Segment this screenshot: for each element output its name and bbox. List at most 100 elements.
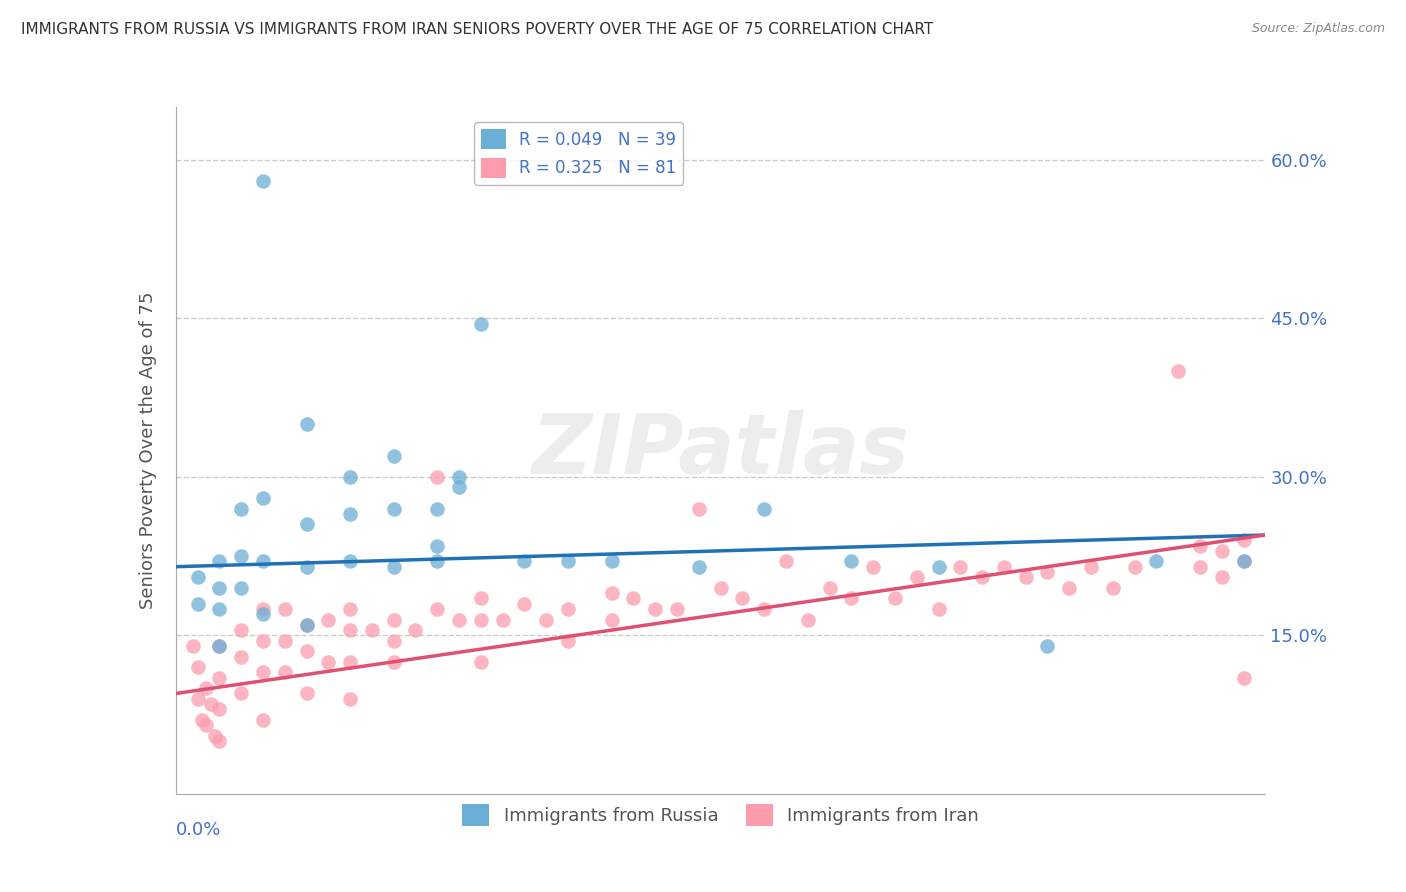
Point: [557, 554, 579, 568]
Point: [1211, 570, 1233, 584]
Point: [534, 613, 557, 627]
Point: [710, 581, 733, 595]
Text: IMMIGRANTS FROM RUSSIA VS IMMIGRANTS FROM IRAN SENIORS POVERTY OVER THE AGE OF 7: IMMIGRANTS FROM RUSSIA VS IMMIGRANTS FRO…: [21, 22, 934, 37]
Point: [928, 559, 950, 574]
Point: [274, 633, 297, 648]
Point: [447, 480, 470, 494]
Point: [1232, 533, 1256, 548]
Point: [208, 639, 231, 653]
Point: [426, 470, 449, 484]
Point: [1232, 671, 1256, 685]
Point: [621, 591, 644, 606]
Point: [841, 591, 863, 606]
Point: [231, 623, 253, 637]
Point: [231, 501, 253, 516]
Point: [1144, 554, 1167, 568]
Point: [1232, 554, 1256, 568]
Point: [862, 559, 884, 574]
Point: [274, 602, 297, 616]
Point: [208, 702, 231, 716]
Point: [252, 607, 274, 622]
Point: [186, 597, 209, 611]
Point: [382, 501, 405, 516]
Point: [382, 449, 405, 463]
Text: 0.0%: 0.0%: [176, 822, 221, 839]
Point: [295, 686, 318, 700]
Point: [1189, 539, 1212, 553]
Point: [492, 613, 515, 627]
Point: [339, 602, 361, 616]
Point: [208, 602, 231, 616]
Point: [688, 501, 710, 516]
Point: [928, 602, 950, 616]
Point: [208, 734, 231, 748]
Point: [754, 501, 776, 516]
Point: [339, 554, 361, 568]
Point: [470, 317, 492, 331]
Point: [447, 613, 470, 627]
Point: [557, 633, 579, 648]
Point: [231, 549, 253, 563]
Point: [252, 633, 274, 648]
Point: [360, 623, 382, 637]
Point: [1189, 559, 1212, 574]
Point: [295, 617, 318, 632]
Point: [513, 597, 536, 611]
Point: [1015, 570, 1038, 584]
Point: [775, 554, 797, 568]
Point: [295, 559, 318, 574]
Point: [644, 602, 666, 616]
Point: [339, 623, 361, 637]
Point: [191, 713, 214, 727]
Point: [382, 633, 405, 648]
Point: [818, 581, 841, 595]
Point: [252, 491, 274, 505]
Point: [426, 602, 449, 616]
Point: [208, 671, 231, 685]
Point: [600, 613, 623, 627]
Point: [426, 539, 449, 553]
Text: Source: ZipAtlas.com: Source: ZipAtlas.com: [1251, 22, 1385, 36]
Point: [426, 501, 449, 516]
Point: [447, 470, 470, 484]
Point: [204, 729, 226, 743]
Point: [949, 559, 972, 574]
Point: [252, 174, 274, 188]
Point: [252, 602, 274, 616]
Point: [1036, 639, 1059, 653]
Point: [231, 686, 253, 700]
Point: [993, 559, 1015, 574]
Point: [1080, 559, 1102, 574]
Point: [186, 570, 209, 584]
Point: [382, 559, 405, 574]
Point: [318, 655, 340, 669]
Point: [1167, 364, 1189, 378]
Point: [426, 554, 449, 568]
Point: [208, 581, 231, 595]
Point: [231, 581, 253, 595]
Point: [1211, 544, 1233, 558]
Point: [796, 613, 818, 627]
Point: [1232, 554, 1256, 568]
Point: [186, 660, 209, 674]
Point: [186, 691, 209, 706]
Point: [318, 613, 340, 627]
Point: [557, 602, 579, 616]
Point: [1057, 581, 1080, 595]
Point: [382, 655, 405, 669]
Point: [513, 554, 536, 568]
Point: [252, 665, 274, 680]
Point: [754, 602, 776, 616]
Point: [200, 697, 222, 711]
Point: [339, 470, 361, 484]
Point: [252, 554, 274, 568]
Y-axis label: Seniors Poverty Over the Age of 75: Seniors Poverty Over the Age of 75: [139, 292, 157, 609]
Point: [600, 554, 623, 568]
Point: [731, 591, 754, 606]
Point: [295, 644, 318, 658]
Point: [274, 665, 297, 680]
Point: [195, 681, 218, 696]
Point: [339, 507, 361, 521]
Point: [1036, 565, 1059, 579]
Point: [600, 586, 623, 600]
